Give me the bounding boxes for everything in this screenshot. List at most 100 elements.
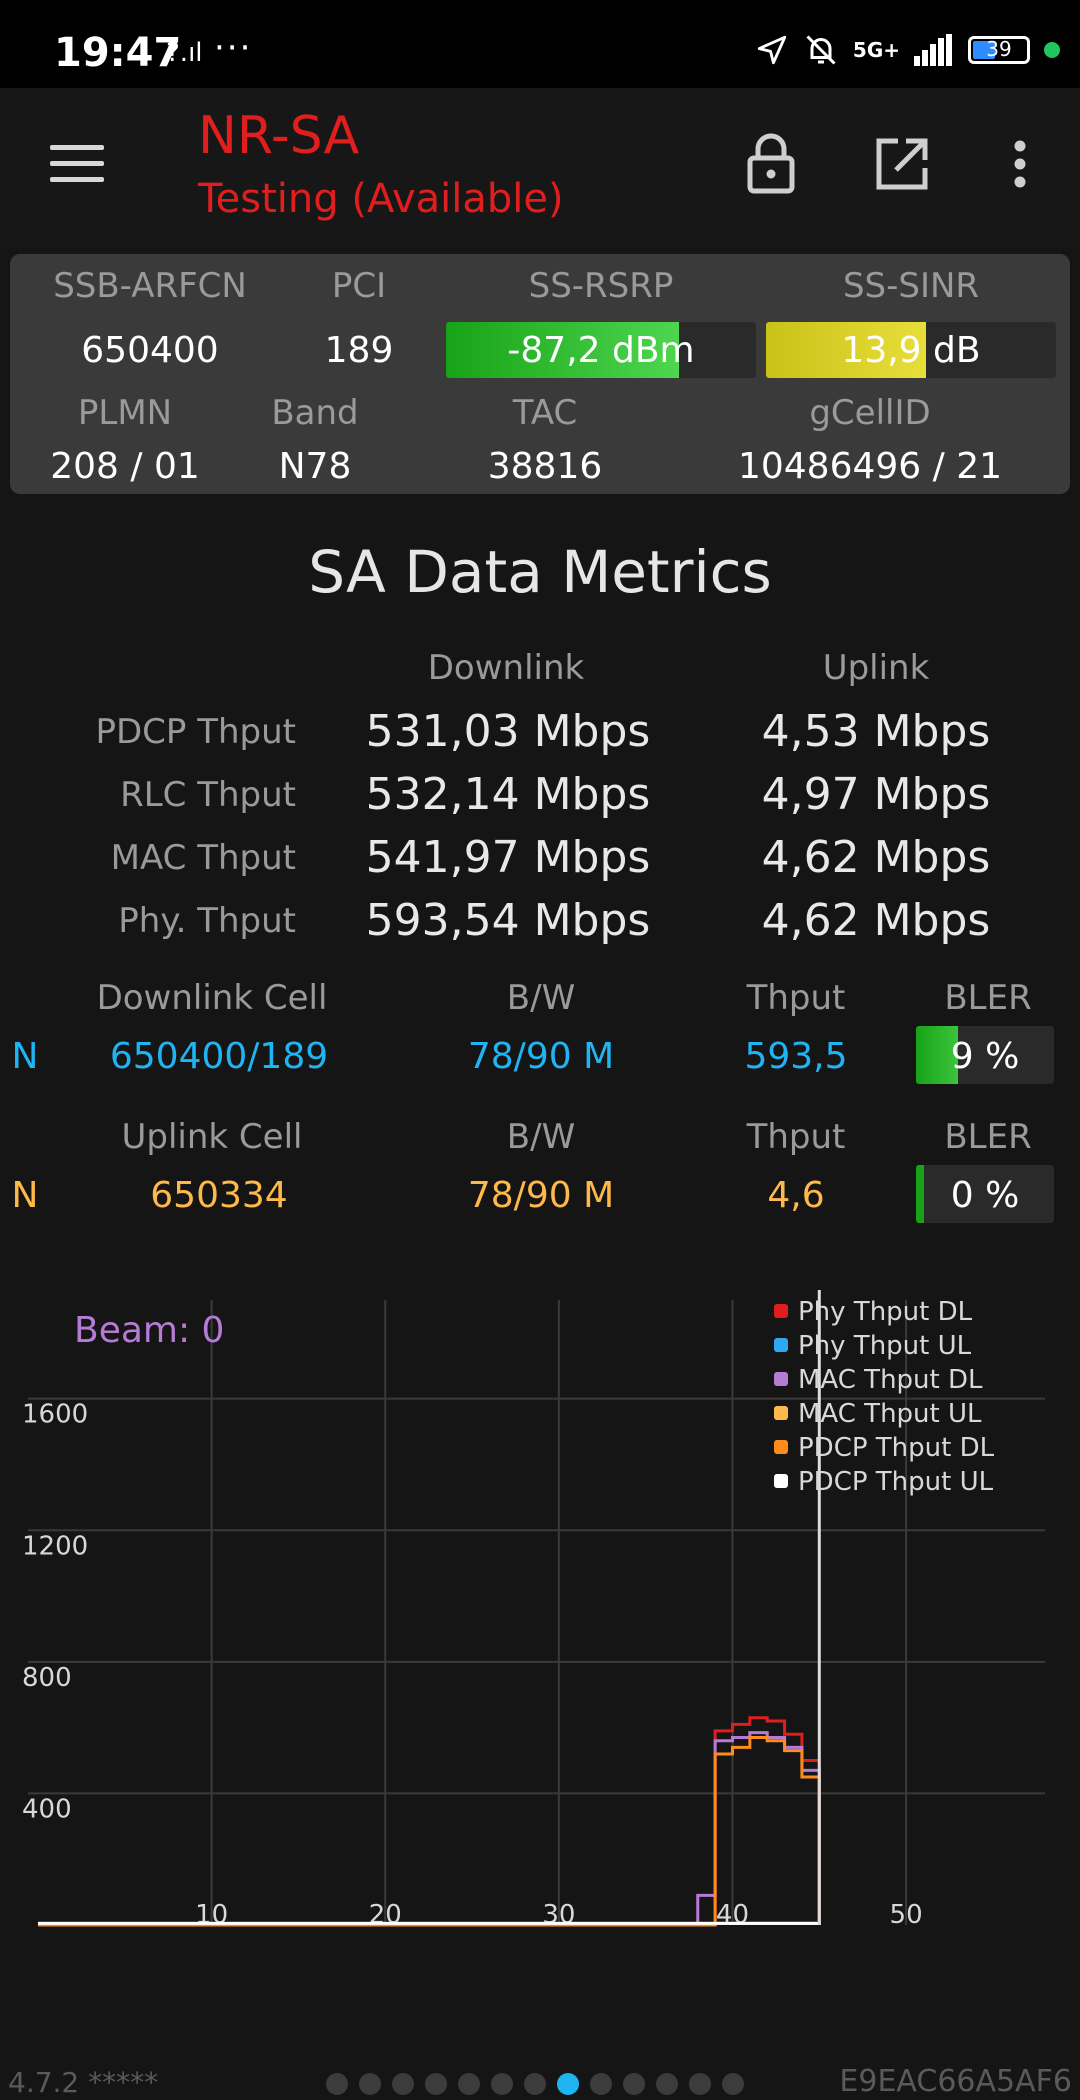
legend-swatch — [774, 1372, 788, 1386]
legend-swatch — [774, 1406, 788, 1420]
battery-level: 39 — [986, 37, 1012, 61]
page-dot[interactable] — [524, 2073, 546, 2095]
page-dot[interactable] — [392, 2073, 414, 2095]
legend-label: PDCP Thput UL — [798, 1467, 994, 1497]
row-label-rlc: RLC Thput — [120, 775, 296, 815]
more-notifications-icon: ··· — [214, 28, 253, 68]
sinr-value: 13,9 dB — [841, 330, 981, 371]
page-indicator[interactable] — [326, 2073, 744, 2095]
legend-swatch — [774, 1304, 788, 1318]
page-dot[interactable] — [458, 2073, 480, 2095]
ul-throughput: 4,6 — [767, 1175, 825, 1216]
app-version: 4.7.2 ***** — [8, 2066, 159, 2099]
gcellid-value: 10486496 / 21 — [737, 446, 1003, 487]
legend-label: MAC Thput UL — [798, 1399, 982, 1429]
x-tick-label: 40 — [716, 1900, 749, 1930]
page-dot[interactable] — [689, 2073, 711, 2095]
open-external-icon[interactable] — [874, 136, 930, 192]
legend-swatch — [774, 1440, 788, 1454]
page-dot[interactable] — [623, 2073, 645, 2095]
pci-value: 189 — [324, 330, 394, 371]
header-dl-thput: Thput — [746, 978, 846, 1018]
rsrp-meter-fill — [446, 322, 679, 378]
device-id: E9EAC66A5AF6 — [839, 2064, 1072, 2099]
header-ssb-arfcn: SSB-ARFCN — [53, 266, 247, 306]
mac-dl-value: 541,97 Mbps — [365, 832, 651, 883]
header-downlink-cell: Downlink Cell — [96, 978, 328, 1018]
pdcp-ul-value: 4,53 Mbps — [761, 706, 991, 757]
y-tick-label: 1200 — [22, 1531, 88, 1561]
mute-bell-icon — [806, 35, 836, 65]
ul-bandwidth: 78/90 M — [467, 1175, 615, 1216]
page-dot[interactable] — [491, 2073, 513, 2095]
header-tac: TAC — [512, 393, 578, 433]
lock-icon[interactable] — [746, 132, 796, 194]
page-dot[interactable] — [557, 2073, 579, 2095]
privacy-indicator-dot — [1044, 42, 1060, 58]
page-dot[interactable] — [359, 2073, 381, 2095]
ul-bler-fill — [916, 1165, 925, 1223]
legend-swatch — [774, 1338, 788, 1352]
secondary-signal-icon: ?.ıl — [166, 38, 203, 68]
ul-bler-meter: 0 % — [916, 1165, 1054, 1223]
header-ss-sinr: SS-SINR — [842, 266, 980, 306]
mac-ul-value: 4,62 Mbps — [761, 832, 991, 883]
phy-dl-value: 593,54 Mbps — [365, 895, 651, 946]
header-ss-rsrp: SS-RSRP — [528, 266, 674, 306]
legend-label: PDCP Thput DL — [798, 1433, 995, 1463]
header-gcellid: gCellID — [809, 393, 931, 433]
dl-bler-meter: 9 % — [916, 1026, 1054, 1084]
rlc-dl-value: 532,14 Mbps — [365, 769, 651, 820]
page-dot[interactable] — [326, 2073, 348, 2095]
row-label-mac: MAC Thput — [110, 838, 296, 878]
header-ul-thput: Thput — [746, 1117, 846, 1157]
dl-throughput: 593,5 — [744, 1036, 848, 1077]
status-icons: 5G+ 39 — [755, 30, 1060, 70]
rsrp-value: -87,2 dBm — [507, 330, 695, 371]
header-uplink: Uplink — [822, 648, 930, 688]
battery-icon: 39 — [968, 36, 1030, 64]
sinr-meter-fill — [766, 322, 926, 378]
header-dl-bler: BLER — [944, 978, 1032, 1018]
ul-bler-value: 0 % — [950, 1175, 1020, 1216]
page-dot[interactable] — [656, 2073, 678, 2095]
beam-label: Beam: 0 — [74, 1310, 225, 1351]
page-dot[interactable] — [590, 2073, 612, 2095]
y-tick-label: 400 — [22, 1794, 72, 1824]
header-dl-bw: B/W — [506, 978, 576, 1018]
rsrp-meter: -87,2 dBm — [446, 322, 756, 378]
dl-bandwidth: 78/90 M — [467, 1036, 615, 1077]
app-title: NR-SA — [198, 106, 360, 166]
plmn-value: 208 / 01 — [50, 446, 200, 487]
header-band: Band — [271, 393, 359, 433]
header-ul-bw: B/W — [506, 1117, 576, 1157]
ssb-arfcn-value: 650400 — [81, 330, 219, 371]
hamburger-menu-icon[interactable] — [50, 145, 104, 185]
status-bar — [0, 0, 1080, 88]
dl-bler-value: 9 % — [950, 1036, 1020, 1077]
rlc-ul-value: 4,97 Mbps — [761, 769, 991, 820]
phy-ul-value: 4,62 Mbps — [761, 895, 991, 946]
status-clock: 19:47 — [54, 30, 182, 76]
dl-cell-type: N — [11, 1036, 39, 1077]
legend-label: MAC Thput DL — [798, 1365, 983, 1395]
header-downlink: Downlink — [427, 648, 585, 688]
series-line — [38, 1731, 821, 1927]
y-tick-label: 1600 — [22, 1400, 88, 1430]
page-dot[interactable] — [722, 2073, 744, 2095]
cell-signal-icon — [914, 34, 952, 66]
more-vertical-icon[interactable] — [1010, 140, 1030, 188]
y-tick-label: 800 — [22, 1663, 72, 1693]
sinr-meter: 13,9 dB — [766, 322, 1056, 378]
section-title: SA Data Metrics — [308, 538, 772, 606]
x-tick-label: 50 — [890, 1900, 923, 1930]
header-plmn: PLMN — [77, 393, 173, 433]
header-uplink-cell: Uplink Cell — [121, 1117, 303, 1157]
legend-label: Phy Thput DL — [798, 1297, 973, 1327]
header-ul-bler: BLER — [944, 1117, 1032, 1157]
app-subtitle: Testing (Available) — [198, 176, 564, 222]
row-label-phy: Phy. Thput — [118, 901, 296, 941]
page-dot[interactable] — [425, 2073, 447, 2095]
series-line — [38, 1736, 821, 1927]
